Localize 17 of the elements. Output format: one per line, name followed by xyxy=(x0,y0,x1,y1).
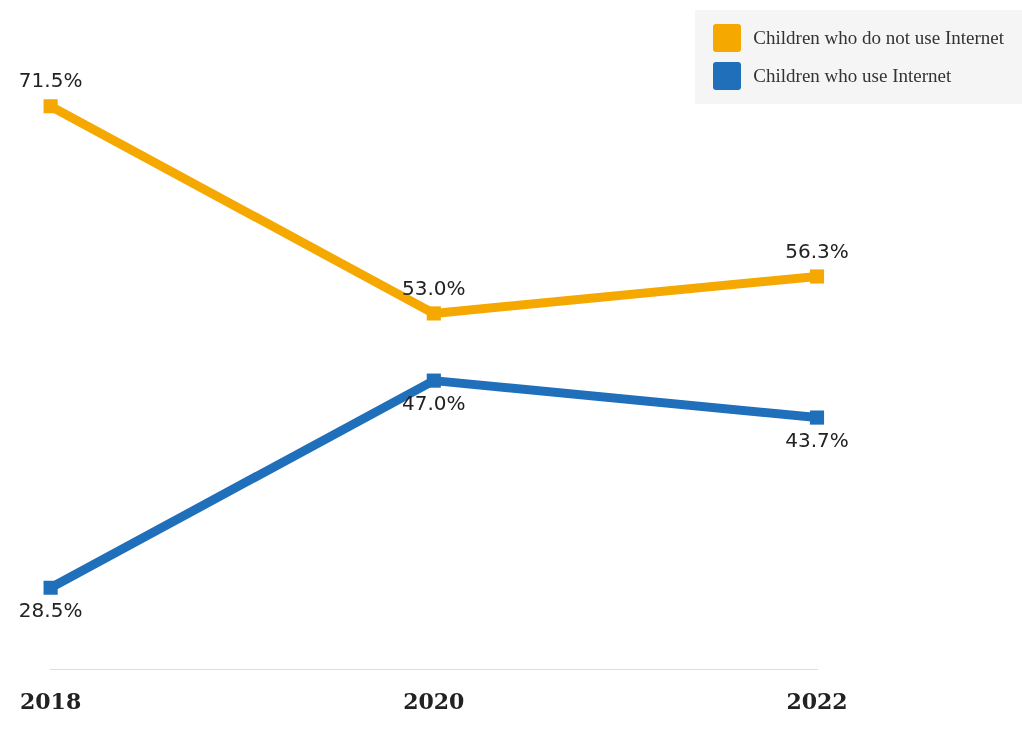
data-label: 53.0% xyxy=(402,275,466,300)
point xyxy=(809,410,825,425)
data-label: 28.5% xyxy=(18,597,83,622)
point xyxy=(43,580,58,595)
point xyxy=(426,373,441,388)
x-tick-label: 2018 xyxy=(20,687,82,714)
point xyxy=(43,99,58,114)
point xyxy=(426,306,441,321)
data-label: 71.5% xyxy=(18,68,83,93)
data-label: 56.3% xyxy=(785,238,849,263)
x-tick-label: 2020 xyxy=(403,687,465,714)
data-label: 43.7% xyxy=(785,427,849,452)
legend-label: Children who use Internet xyxy=(753,65,952,87)
point xyxy=(809,269,825,284)
legend-label: Children who do not use Internet xyxy=(753,27,1004,49)
data-label: 47.0% xyxy=(402,390,466,415)
x-tick-label: 2022 xyxy=(786,687,848,714)
